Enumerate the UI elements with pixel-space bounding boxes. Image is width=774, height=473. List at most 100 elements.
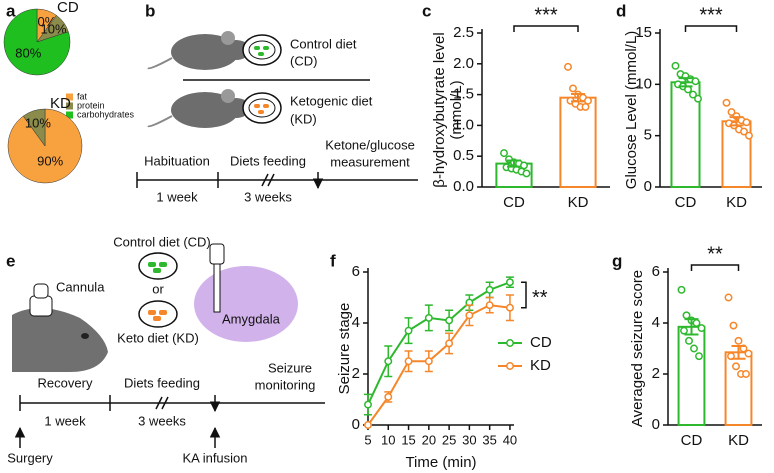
y-tick-label: 2.0 xyxy=(453,55,474,72)
significance-bracket xyxy=(513,25,579,32)
data-point xyxy=(697,324,706,333)
panel-label: d xyxy=(616,1,626,20)
data-point xyxy=(732,362,740,371)
dish-icon xyxy=(242,92,282,124)
data-point xyxy=(695,352,703,361)
pie-label: 10% xyxy=(25,116,51,131)
cannula-icon xyxy=(33,283,49,299)
error-bar xyxy=(507,159,521,168)
y-tick-label: 0.0 xyxy=(453,178,474,195)
data-point xyxy=(671,61,680,70)
legend-swatch xyxy=(66,111,73,119)
data-point xyxy=(682,311,691,320)
panel-label: f xyxy=(330,251,336,270)
phase-label: Seizure xyxy=(268,360,312,375)
data-point xyxy=(505,278,514,287)
data-point xyxy=(680,326,688,335)
mouse-head xyxy=(12,308,108,372)
significance-label: *** xyxy=(534,4,558,26)
timeline xyxy=(136,172,418,188)
cannula-label: Cannula xyxy=(56,279,105,294)
y-tick-label: 5 xyxy=(644,127,652,144)
x-tick-label: 35 xyxy=(482,432,496,447)
data-point xyxy=(364,421,372,429)
y-tick-label: 0 xyxy=(644,178,652,195)
data-point xyxy=(690,344,698,353)
data-point xyxy=(500,149,508,158)
x-tick-label: CD xyxy=(675,194,697,211)
pie-title: CD xyxy=(57,0,79,16)
injector-icon xyxy=(213,261,221,313)
bar xyxy=(724,351,753,427)
dish-icon xyxy=(138,300,178,328)
x-tick-label: 10 xyxy=(381,432,395,447)
diet-label: Ketogenic diet xyxy=(290,93,373,108)
event-label: Surgery xyxy=(7,450,53,465)
data-point xyxy=(404,326,413,335)
phase-label: monitoring xyxy=(255,377,316,392)
y-tick-label: 10 xyxy=(635,75,652,92)
y-tick-label: 4 xyxy=(352,314,360,331)
significance-label: ** xyxy=(707,243,723,265)
panel-label: a xyxy=(6,1,16,20)
data-point xyxy=(694,94,702,103)
diagram-b: b Control diet (CD) Ketogenic diet (KD) … xyxy=(136,1,418,204)
data-point xyxy=(445,316,454,325)
data-point xyxy=(689,90,697,99)
legend-marker xyxy=(506,362,514,370)
data-point xyxy=(485,301,494,310)
x-tick-label: 15 xyxy=(401,432,415,447)
x-tick-label: KD xyxy=(728,432,749,449)
y-tick-label: 2 xyxy=(652,365,660,382)
y-tick-label: 2 xyxy=(352,365,360,382)
panel-label: g xyxy=(612,251,622,270)
y-tick-label: 4 xyxy=(652,314,660,331)
series-line xyxy=(367,281,511,406)
significance-bracket xyxy=(684,25,738,32)
data-point xyxy=(729,321,738,330)
y-axis-label: β-hydroxybutyrate level xyxy=(431,32,448,187)
duration-label: 3 weeks xyxy=(138,413,186,428)
y-tick-label: 6 xyxy=(352,263,360,280)
x-tick-label: 20 xyxy=(422,432,436,447)
data-point xyxy=(364,400,372,409)
legend-label: fat xyxy=(77,91,88,101)
diet-label: or xyxy=(152,281,164,296)
data-point xyxy=(745,131,753,140)
data-point xyxy=(722,98,731,107)
x-tick-label: 30 xyxy=(462,432,476,447)
break-mark xyxy=(261,173,275,187)
panel-label: e xyxy=(6,251,15,270)
data-point xyxy=(685,336,693,345)
data-point xyxy=(692,319,701,327)
mouse-icon xyxy=(147,89,250,128)
event-label: KA infusion xyxy=(182,450,247,465)
series-line xyxy=(367,304,511,426)
diet-label: Control diet (CD) xyxy=(113,234,211,249)
data-point xyxy=(384,357,393,366)
data-point xyxy=(465,311,474,320)
y-tick-label: 2.5 xyxy=(453,24,474,41)
phase-label: measurement xyxy=(330,154,410,169)
data-point xyxy=(384,393,393,401)
y-tick-label: 0.5 xyxy=(453,147,474,164)
pie-label: 90% xyxy=(37,153,63,168)
data-point xyxy=(742,118,751,127)
error-bar xyxy=(729,116,744,127)
x-tick-label: 25 xyxy=(442,432,456,447)
y-tick-label: 1.0 xyxy=(453,116,474,133)
data-point xyxy=(569,84,577,93)
data-point xyxy=(404,357,413,366)
legend-marker xyxy=(506,339,514,347)
x-tick-label: CD xyxy=(681,432,703,449)
legend-label: KD xyxy=(530,357,551,374)
y-tick-label: 6 xyxy=(652,263,660,280)
data-point xyxy=(691,77,700,86)
legend-swatch xyxy=(66,93,73,101)
data-point xyxy=(581,102,590,111)
data-point xyxy=(445,339,454,348)
data-point xyxy=(424,357,433,366)
phase-label: Diets feeding xyxy=(230,153,306,168)
